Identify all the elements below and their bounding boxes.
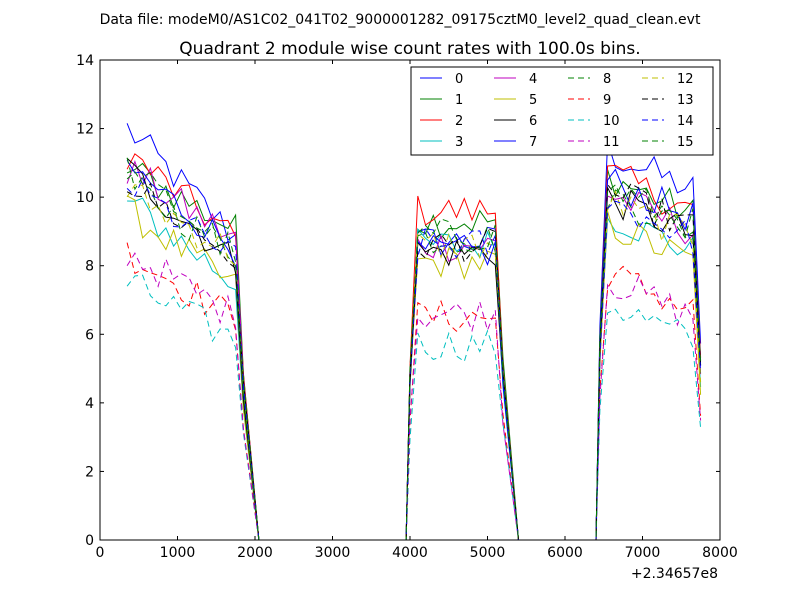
legend-label-0: 0 [455, 72, 463, 87]
legend-label-5: 5 [529, 93, 537, 108]
y-tick-label: 4 [85, 396, 94, 412]
x-tick-label: 2000 [237, 545, 273, 561]
y-tick-label: 6 [85, 327, 94, 343]
legend-label-4: 4 [529, 72, 537, 87]
y-tick-label: 0 [85, 533, 94, 549]
legend-label-12: 12 [677, 72, 694, 87]
legend-label-10: 10 [603, 114, 620, 129]
legend-label-14: 14 [677, 114, 694, 129]
x-tick-label: 7000 [625, 545, 661, 561]
series-layer [126, 123, 702, 541]
series-line-10 [126, 274, 702, 541]
x-tick-label: 0 [96, 545, 105, 561]
y-tick-label: 10 [76, 190, 94, 206]
legend-label-8: 8 [603, 72, 611, 87]
legend-box [410, 66, 714, 156]
chart-suptitle: Data file: modeM0/AS1C02_041T02_90000012… [100, 12, 701, 28]
y-tick-label: 2 [85, 464, 94, 480]
x-tick-label: 8000 [702, 545, 738, 561]
x-tick-label: 3000 [315, 545, 351, 561]
series-line-12 [126, 184, 702, 541]
series-line-15 [126, 157, 702, 541]
legend-label-11: 11 [603, 135, 620, 150]
plot-area: 0 1000 2000 3000 4000 5000 6000 7000 80000246810… [76, 53, 738, 582]
x-tick-label: 6000 [547, 545, 583, 561]
x-tick-label: 1000 [160, 545, 196, 561]
y-tick-label: 8 [85, 259, 94, 275]
x-offset-label: +2.34657e8 [631, 566, 718, 582]
legend-label-9: 9 [603, 93, 611, 108]
legend-label-1: 1 [455, 93, 463, 108]
ticks-layer: 0 1000 2000 3000 4000 5000 6000 7000 80000246810… [76, 53, 738, 561]
series-line-11 [126, 252, 702, 541]
legend-label-7: 7 [529, 135, 537, 150]
series-line-2 [126, 153, 702, 541]
legend-label-13: 13 [677, 93, 694, 108]
y-tick-label: 14 [76, 53, 94, 69]
chart-title: Quadrant 2 module wise count rates with … [179, 39, 640, 59]
legend-label-2: 2 [455, 114, 463, 129]
y-tick-label: 12 [76, 122, 94, 138]
legend-label-6: 6 [529, 114, 537, 129]
series-line-14 [126, 177, 702, 541]
x-tick-label: 4000 [392, 545, 428, 561]
x-tick-label: 5000 [470, 545, 506, 561]
legend-label-15: 15 [677, 135, 694, 150]
legend-label-3: 3 [455, 135, 463, 150]
